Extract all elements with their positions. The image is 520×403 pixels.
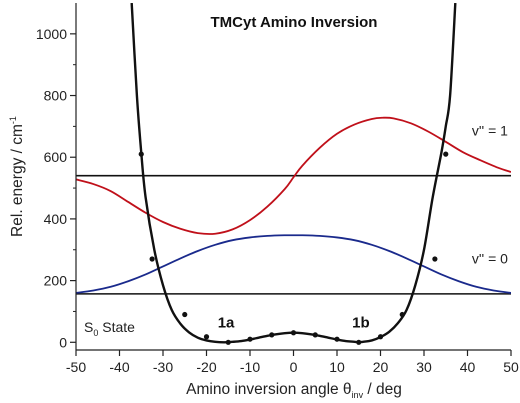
potential-point (399, 311, 405, 318)
potential-point (225, 339, 231, 345)
y-tick-label: 600 (44, 149, 68, 165)
potential-point (290, 330, 297, 336)
wavefunction-v1-line (76, 116, 511, 235)
x-tick-label: 50 (503, 359, 519, 375)
x-tick-label: 30 (416, 359, 432, 375)
plot-area (76, 3, 511, 345)
annotation-v-1: v'' = 1 (472, 123, 508, 139)
y-axis-label: Rel. energy / cm-1 (8, 116, 26, 237)
state-label: S0 State (84, 319, 135, 338)
annotation-1b: 1b (352, 314, 370, 331)
x-tick-label: 10 (329, 359, 345, 375)
x-tick-label: 20 (373, 359, 389, 375)
potential-point (312, 332, 318, 338)
y-tick-label: 0 (59, 334, 67, 350)
potential-point (182, 311, 188, 318)
annotation-1a: 1a (218, 314, 235, 331)
potential-point (356, 339, 362, 345)
potential-point (269, 332, 275, 338)
potential-point (149, 256, 155, 262)
x-tick-label: -50 (66, 359, 86, 375)
curves-layer (76, 3, 511, 345)
x-tick-label: 40 (460, 359, 476, 375)
annotation-v-0: v'' = 0 (472, 251, 508, 267)
potential-point (138, 151, 144, 157)
y-tick-label: 400 (44, 211, 68, 227)
wavefunction-v0-line (76, 234, 511, 294)
potential-point (334, 336, 340, 342)
y-tick-label: 200 (44, 273, 68, 289)
axes-layer (70, 3, 512, 356)
potential-point (203, 334, 210, 340)
x-tick-label: -10 (240, 359, 260, 375)
x-tick-label: -30 (153, 359, 173, 375)
x-tick-label: 0 (290, 359, 298, 375)
x-tick-label: -40 (109, 359, 129, 375)
text-layer: TMCyt Amino Inversion Amino inversion an… (8, 14, 519, 400)
y-tick-label: 1000 (36, 26, 67, 42)
potential-point (443, 151, 449, 157)
potential-curve (130, 3, 457, 344)
potential-point (432, 256, 438, 262)
y-tick-label: 800 (44, 88, 68, 104)
potential-point (377, 334, 384, 340)
x-tick-label: -20 (196, 359, 216, 375)
potential-point (247, 336, 253, 342)
chart-title: TMCyt Amino Inversion (211, 14, 378, 31)
x-axis-label: Amino inversion angle θinv / deg (186, 381, 402, 400)
